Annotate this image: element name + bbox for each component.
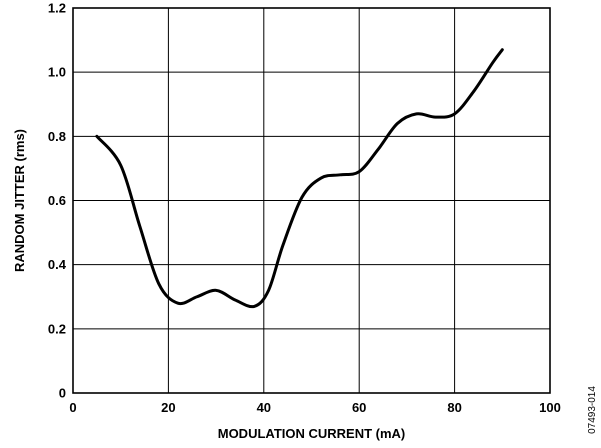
x-tick-label: 40 xyxy=(257,400,271,415)
y-tick-label: 1.2 xyxy=(48,1,66,16)
y-tick-label: 0.6 xyxy=(48,193,66,208)
y-tick-label: 0.4 xyxy=(48,257,67,272)
y-tick-label: 1.0 xyxy=(48,65,66,80)
x-tick-label: 20 xyxy=(161,400,175,415)
x-tick-label: 80 xyxy=(447,400,461,415)
plot-frame xyxy=(72,7,551,394)
y-tick-labels: 0 0.2 0.4 0.6 0.8 1.0 1.2 xyxy=(48,1,67,401)
grid xyxy=(73,8,550,393)
figure-id: 07493-014 xyxy=(587,386,598,434)
y-tick-label: 0 xyxy=(59,386,66,401)
x-axis-title: MODULATION CURRENT (mA) xyxy=(218,426,406,441)
y-tick-label: 0.8 xyxy=(48,129,66,144)
x-tick-label: 0 xyxy=(69,400,76,415)
x-tick-label: 100 xyxy=(539,400,561,415)
x-tick-labels: 0 20 40 60 80 100 xyxy=(69,400,560,415)
x-tick-label: 60 xyxy=(352,400,366,415)
y-tick-label: 0.2 xyxy=(48,321,66,336)
series-line xyxy=(95,48,504,309)
y-axis-title: RANDOM JITTER (rms) xyxy=(12,129,27,272)
